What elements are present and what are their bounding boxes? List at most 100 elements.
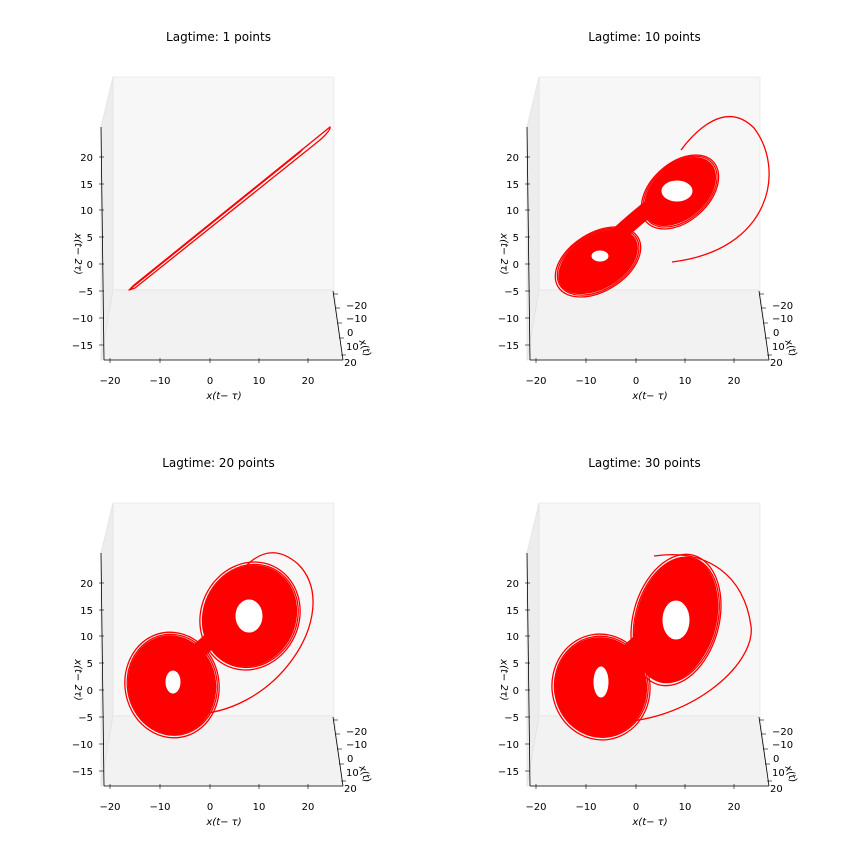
- right-lobe-orbit: [220, 580, 286, 651]
- left-lobe-orbit: [140, 646, 207, 721]
- z-tick-label: 15: [506, 180, 519, 191]
- z-tick-label: 5: [87, 233, 93, 244]
- z-axis-label: x(t− 2τ): [72, 232, 83, 275]
- x-tick-label: −10: [149, 802, 170, 813]
- x-tick-label: −20: [525, 802, 546, 813]
- right-lobe-orbit: [199, 561, 301, 671]
- right-lobe-orbit: [658, 587, 702, 650]
- left-lobe-orbit: [150, 654, 200, 710]
- x-tick-label: 0: [207, 802, 213, 813]
- x-tick-label: −10: [575, 376, 596, 387]
- x-tick-label: 20: [302, 376, 315, 387]
- right-lobe-orbit: [207, 568, 296, 664]
- left-lobe-orbit: [568, 648, 638, 723]
- x-tick-label: −20: [525, 376, 546, 387]
- y-axis-label: x(t): [782, 337, 799, 358]
- left-lobe-orbit: [571, 236, 628, 283]
- right-lobe-orbit: [233, 592, 277, 639]
- left-lobe-orbit: [556, 227, 640, 296]
- subplot-lag-1: Lagtime: 1 points −20 −10 0 10 20 x(t− τ) −15 −1…: [72, 30, 373, 402]
- trajectory: [551, 553, 752, 741]
- left-lobe-orbit: [581, 242, 619, 273]
- left-lobe-orbit: [578, 656, 630, 712]
- z-tick-label: −5: [78, 287, 93, 298]
- right-lobe-orbit: [630, 553, 722, 687]
- left-lobe-orbit: [556, 637, 647, 736]
- z-tick-label: 20: [506, 579, 519, 590]
- subplot-grid: Lagtime: 1 points −20 −10 0 10 20 x(t− τ) −15 −1…: [72, 30, 799, 828]
- right-lobe-orbit: [204, 566, 297, 666]
- z-axis-label: x(t− 2τ): [72, 658, 83, 701]
- y-axis-line: [332, 716, 344, 787]
- z-tick-label: −5: [78, 713, 93, 724]
- right-lobe-orbit: [227, 587, 280, 644]
- left-lobe-orbit: [564, 232, 633, 289]
- z-axis-line: [100, 126, 105, 361]
- right-lobe-orbit: [632, 556, 720, 684]
- y-tick-label: −10: [772, 314, 793, 325]
- z-tick-label: 0: [87, 260, 93, 271]
- y-tick-label: −20: [772, 301, 793, 312]
- back-pane: [112, 76, 335, 291]
- left-lobe-orbit: [571, 650, 636, 720]
- z-tick-label: −15: [498, 767, 519, 778]
- y-tick-label: 10: [772, 342, 785, 353]
- right-lobe-orbit: [640, 154, 720, 230]
- left-lobe-orbit: [145, 650, 204, 715]
- left-lobe-orbit: [558, 639, 645, 733]
- z-tick-label: 20: [506, 153, 519, 164]
- z-tick-label: 0: [87, 686, 93, 697]
- y-tick-label: 20: [344, 784, 357, 795]
- z-tick-label: 20: [80, 579, 93, 590]
- lobe-bridge: [602, 193, 665, 250]
- right-lobe-orbit: [201, 563, 299, 669]
- z-tick-label: −10: [498, 740, 519, 751]
- x-tick-label: −10: [149, 376, 170, 387]
- right-lobe-orbit: [230, 589, 278, 641]
- right-lobe-orbit: [212, 573, 292, 659]
- z-tick-label: 20: [80, 153, 93, 164]
- z-tick-label: 15: [80, 606, 93, 617]
- trajectory-outer-loop: [609, 554, 752, 723]
- x-tick-label: 0: [633, 802, 639, 813]
- right-lobe-orbit: [646, 573, 710, 665]
- z-tick-label: 10: [506, 206, 519, 217]
- z-tick-label: 10: [80, 632, 93, 643]
- x-tick-label: 20: [302, 802, 315, 813]
- x-tick-label: 0: [207, 376, 213, 387]
- y-axis-line: [758, 290, 770, 361]
- right-lobe-orbit: [654, 582, 705, 656]
- left-lobe-orbit: [138, 644, 209, 723]
- floor-pane: [526, 289, 770, 361]
- z-tick-label: 15: [80, 180, 93, 191]
- z-tick-label: 5: [513, 659, 519, 670]
- y-tick-label: 20: [770, 784, 783, 795]
- trajectory-outer-loop: [671, 116, 770, 263]
- left-lobe-orbit: [569, 235, 629, 285]
- left-lobe-orbit: [554, 226, 642, 298]
- right-lobe-orbit: [225, 585, 282, 646]
- z-axis-line: [526, 552, 531, 787]
- left-lobe-hole: [590, 249, 610, 263]
- y-tick-label: −10: [346, 314, 367, 325]
- right-lobe-orbit: [209, 570, 294, 661]
- x-axis-label: x(t− τ): [205, 391, 241, 402]
- left-lobe-orbit: [576, 654, 632, 715]
- y-tick-label: 20: [344, 358, 357, 369]
- right-lobe-orbit: [635, 559, 719, 681]
- trajectory: [554, 116, 770, 298]
- trajectory-outer-loop: [181, 552, 314, 715]
- z-axis-line: [526, 126, 531, 361]
- left-lobe-orbit: [143, 648, 205, 718]
- right-lobe-orbit: [644, 570, 712, 668]
- floor-pane: [526, 715, 770, 787]
- subplot-title: Lagtime: 30 points: [588, 456, 701, 470]
- trajectory-outer-loop: [128, 126, 331, 291]
- right-lobe-hole: [660, 179, 694, 203]
- z-tick-label: 5: [87, 659, 93, 670]
- y-tick-label: −20: [772, 727, 793, 738]
- z-tick-label: −5: [504, 713, 519, 724]
- left-lobe-orbit: [553, 635, 649, 738]
- x-tick-label: 10: [679, 802, 692, 813]
- y-tick-label: 10: [346, 768, 359, 779]
